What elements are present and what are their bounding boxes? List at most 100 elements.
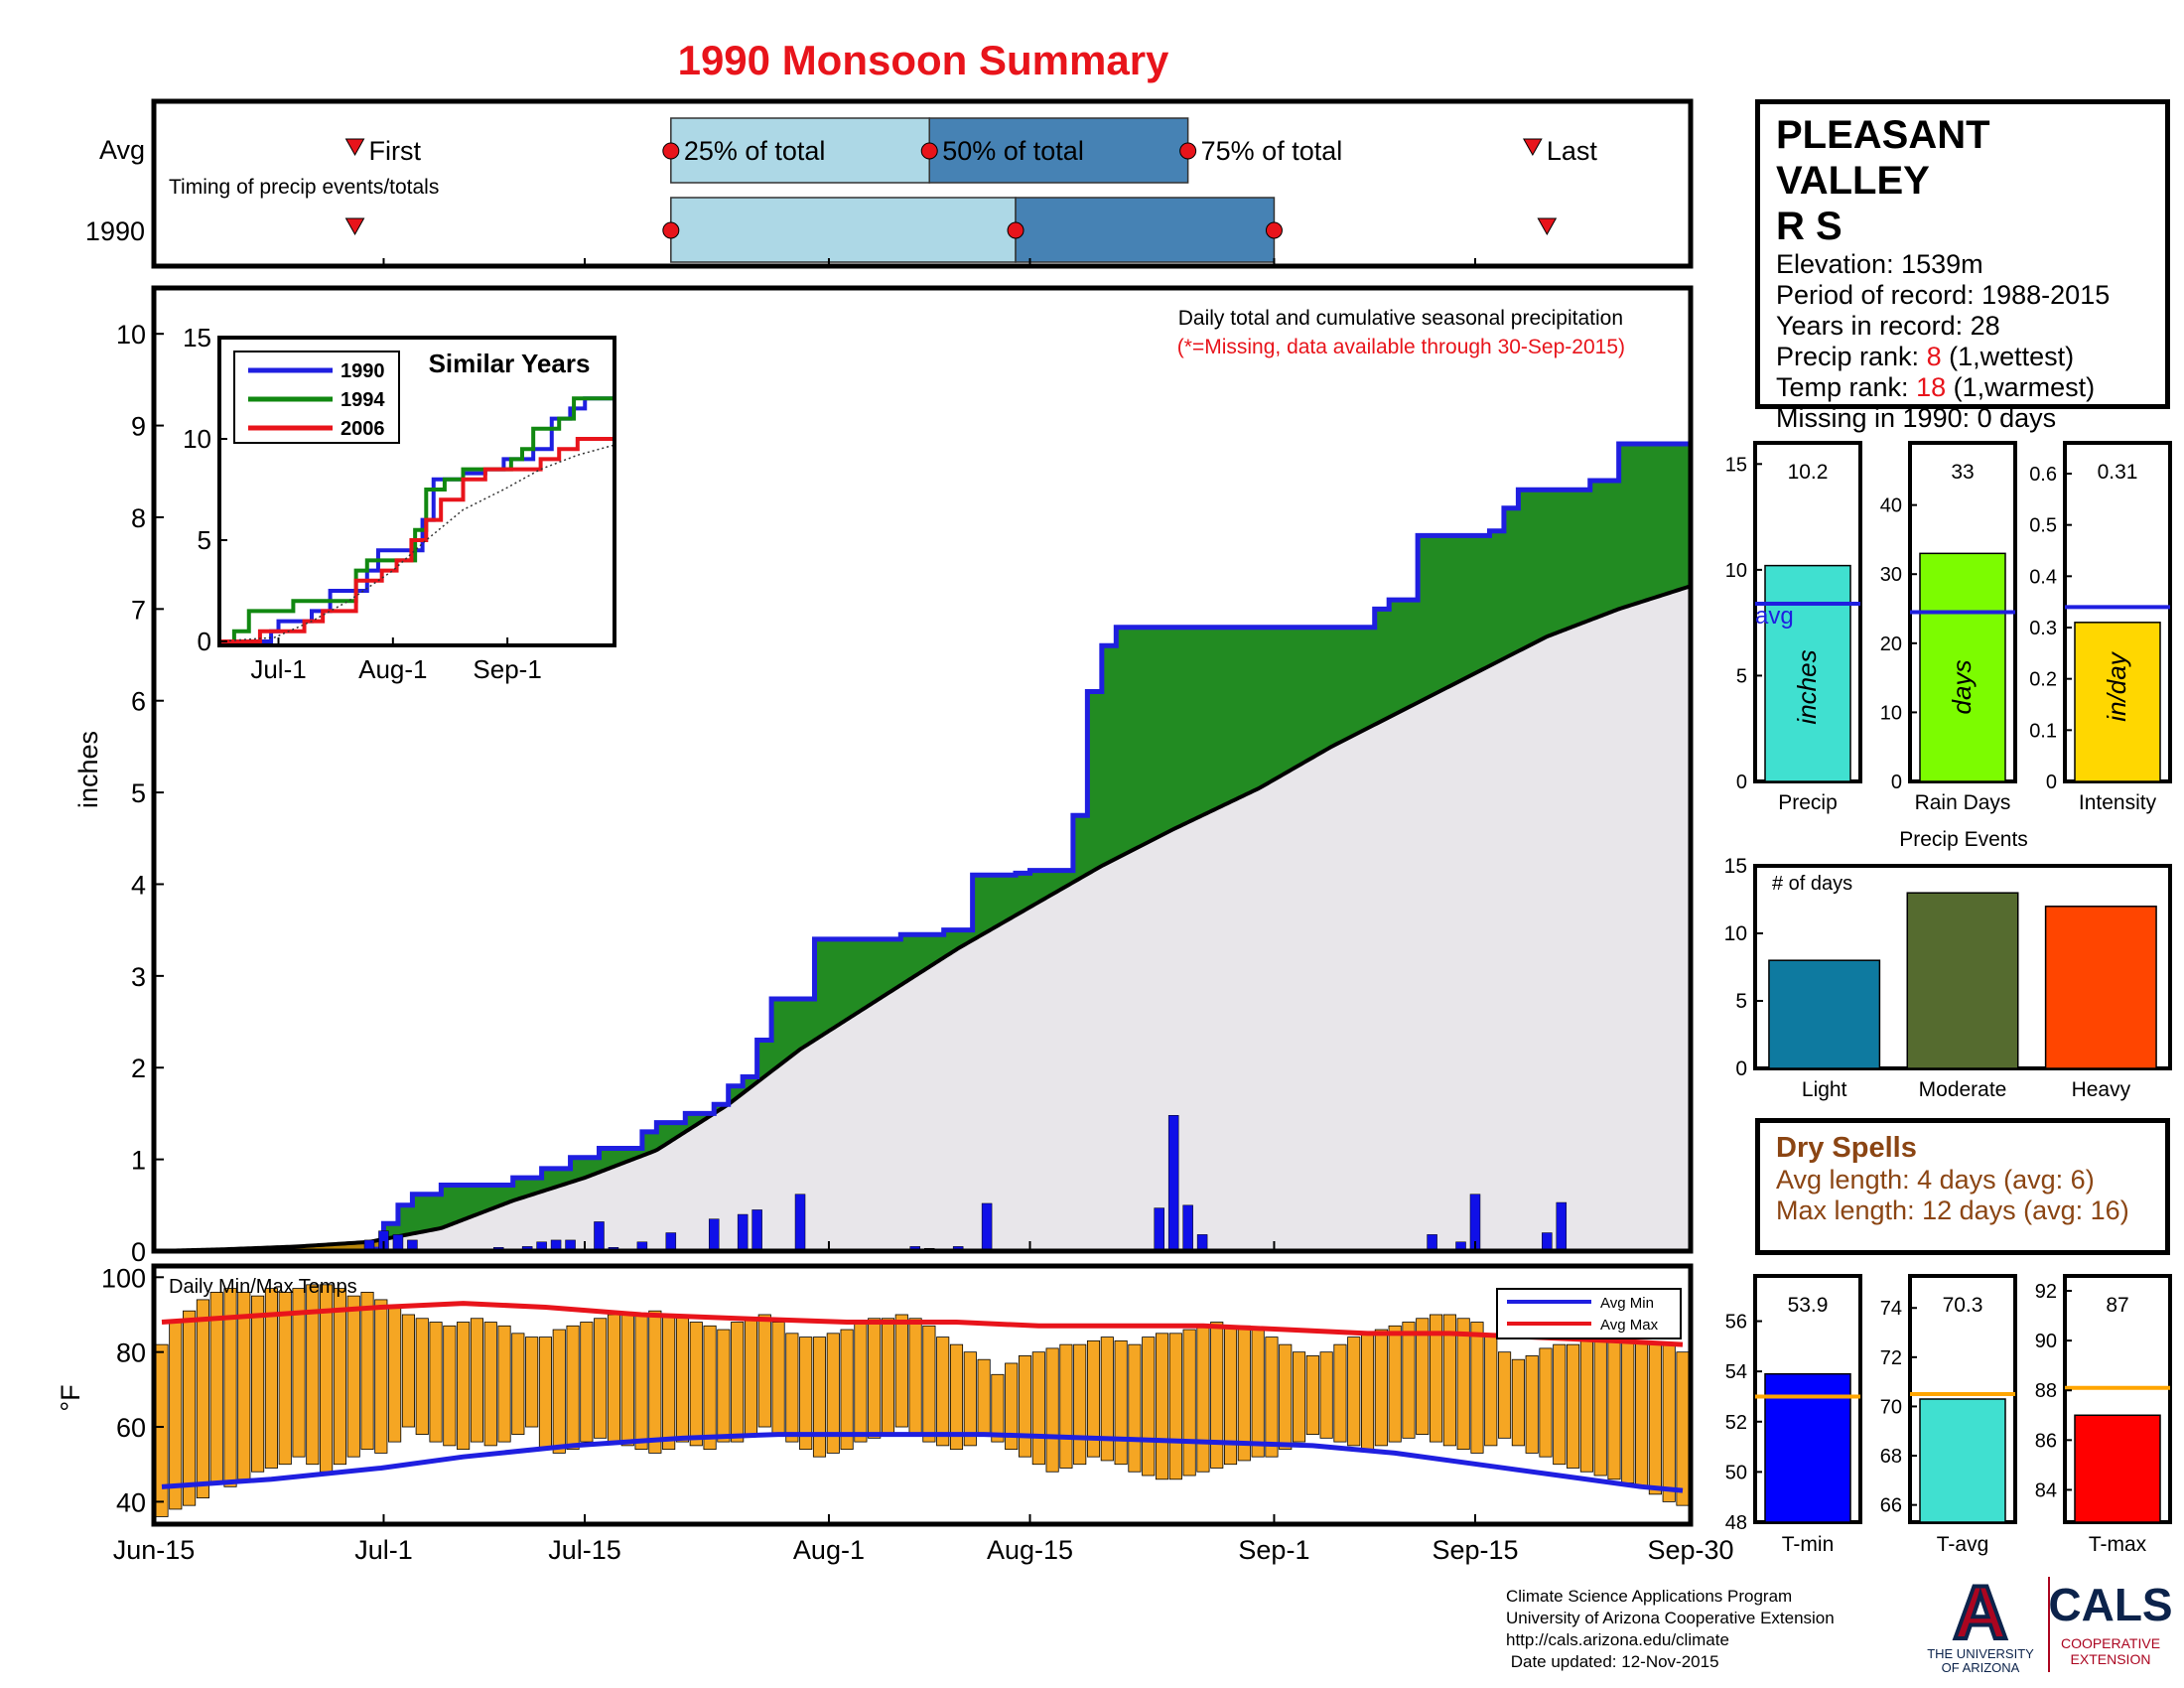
dry-spells-max-length: Max length: 12 days (avg: 16) [1776, 1196, 2129, 1225]
summary-ytick-label: 0.4 [2029, 566, 2057, 588]
temp-range-bar [374, 1299, 388, 1454]
summary-xlabel: Intensity [2079, 791, 2157, 814]
footer-date: Date updated: 12-Nov-2015 [1506, 1652, 1719, 1671]
legend-label-2006: 2006 [341, 418, 385, 440]
summary-value-label: 10.2 [1788, 461, 1829, 484]
daily-precip-bar [1167, 1115, 1179, 1252]
timing-avg-first-marker [344, 138, 365, 157]
temp-range-bar [963, 1351, 977, 1447]
similar-line-1994 [219, 396, 614, 643]
summary-ytick-label: 0.3 [2029, 618, 2057, 639]
temps-ytick-label: 80 [116, 1338, 146, 1368]
daily-precip-bar [981, 1202, 993, 1252]
summary-ytick-label: 10 [1880, 702, 1902, 724]
temp-range-bar [826, 1333, 840, 1454]
temp-range-bar [580, 1322, 594, 1443]
timing-pct-label-p25: 25% of total [684, 136, 826, 166]
page-title: 1990 Monsoon Summary [678, 37, 1169, 83]
temp-range-bar [894, 1314, 908, 1428]
timing-year-q1-bar [670, 197, 1017, 263]
temp-range-bar [1484, 1336, 1498, 1447]
temp-range-bar [1470, 1322, 1484, 1454]
summary-unit-label: inches [1792, 649, 1822, 724]
temp-range-bar [868, 1318, 882, 1439]
summary-ytick-label: 48 [1725, 1512, 1747, 1534]
summary-unit-label: in/day [2102, 650, 2131, 721]
daily-precip-bar [708, 1218, 720, 1252]
temp-range-bar [620, 1314, 634, 1447]
summary-ytick-label: 66 [1880, 1495, 1902, 1517]
temp-range-bar [689, 1322, 703, 1447]
summary-value-label: 0.31 [2098, 461, 2138, 484]
temp-range-bar [264, 1288, 278, 1469]
summary-ytick-label: 74 [1880, 1298, 1902, 1320]
precip-ytick-label: 1 [131, 1146, 146, 1176]
temp-range-bar [1553, 1343, 1567, 1466]
summary-ytick-label: 52 [1725, 1412, 1747, 1434]
temp-range-bar [757, 1314, 771, 1428]
temp-range-bar [497, 1325, 511, 1443]
dry-spells-heading: Dry Spells [1776, 1132, 1917, 1164]
temp-range-bar [1114, 1339, 1128, 1466]
temp-range-bar [977, 1358, 991, 1435]
temp-range-bar [1635, 1339, 1649, 1487]
temp-range-bar [1045, 1347, 1059, 1473]
temp-range-bar [223, 1288, 237, 1487]
temp-range-bar [854, 1322, 868, 1443]
summary-ytick-label: 90 [2035, 1331, 2057, 1352]
timing-avg-p50-marker [920, 142, 938, 160]
timing-pct-label-p75: 75% of total [1201, 136, 1343, 166]
timing-year-p25-marker [662, 221, 680, 239]
temp-range-bar [237, 1291, 251, 1480]
daily-precip-bar [594, 1221, 605, 1252]
average-cumulative-fill [154, 540, 1691, 1251]
temp-range-bar [1662, 1343, 1676, 1502]
temp-rank-suffix: (1,warmest) [1946, 372, 2096, 402]
precip-ytick-label: 2 [131, 1054, 146, 1083]
temp-range-bar [1648, 1343, 1662, 1495]
events-ytick-label: 0 [1735, 1057, 1747, 1080]
temp-range-bar [1251, 1329, 1265, 1458]
temp-range-bar [1031, 1351, 1045, 1466]
temp-range-bar [1361, 1333, 1375, 1451]
temp-range-bar [1539, 1347, 1553, 1458]
inset-xtick-label: Jul-1 [250, 654, 306, 684]
summary-ytick-label: 15 [1725, 454, 1747, 476]
temp-range-bar [1333, 1343, 1347, 1443]
summary-ytick-label: 0.6 [2029, 464, 2057, 486]
timing-row-year: 1990 [85, 216, 145, 246]
precip-rank-prefix: Precip rank: [1776, 342, 1927, 371]
timing-marks: 25% of total 50% of total 75% of total Firs… [153, 117, 1692, 266]
daily-precip-bar [1154, 1207, 1164, 1252]
temp-range-bar [675, 1314, 690, 1443]
temp-range-bar [457, 1322, 471, 1451]
events-ytick-label: 15 [1724, 855, 1747, 878]
temps-xtick-label: Jul-15 [548, 1535, 621, 1565]
temps-ytick-label: 60 [116, 1413, 146, 1443]
inset-ytick-label: 10 [183, 424, 211, 454]
summary-temp-charts: 53.9 48 50 52 54 56 T-min 70.3 66 68 70 72 74 T-avg 87… [1725, 1274, 2172, 1556]
precip-rank-value: 8 [1926, 342, 1942, 371]
temps-xtick-label: Sep-15 [1432, 1535, 1518, 1565]
temp-range-bar [662, 1314, 676, 1451]
temps-ytick-label: 100 [101, 1263, 146, 1293]
inset-xtick-label: Aug-1 [358, 654, 427, 684]
legend-label-avg-max: Avg Max [1600, 1317, 1659, 1334]
logos: A THE UNIVERSITY OF ARIZONA CALS COOPERA… [1927, 1569, 2172, 1675]
events-bar-light [1768, 959, 1881, 1069]
temp-range-bar [1402, 1322, 1416, 1439]
temp-range-bar [1442, 1314, 1456, 1447]
temp-range-bar [360, 1291, 374, 1451]
temps-xtick-label: Sep-1 [1238, 1535, 1309, 1565]
temp-range-bar [155, 1343, 169, 1517]
university-of-arizona-logo: A THE UNIVERSITY OF ARIZONA [1927, 1569, 2034, 1675]
events-ytick-label: 10 [1724, 922, 1747, 945]
summary-value-label: 70.3 [1943, 1294, 1983, 1317]
temp-range-bar [346, 1295, 360, 1458]
precip-ytick-label: 4 [131, 870, 146, 900]
temps-legend: Avg Min Avg Max [1496, 1288, 1682, 1339]
precip-ytick-label: 9 [131, 412, 146, 442]
temp-range-bar [1579, 1339, 1593, 1473]
summary-bar-t-min [1764, 1372, 1851, 1523]
